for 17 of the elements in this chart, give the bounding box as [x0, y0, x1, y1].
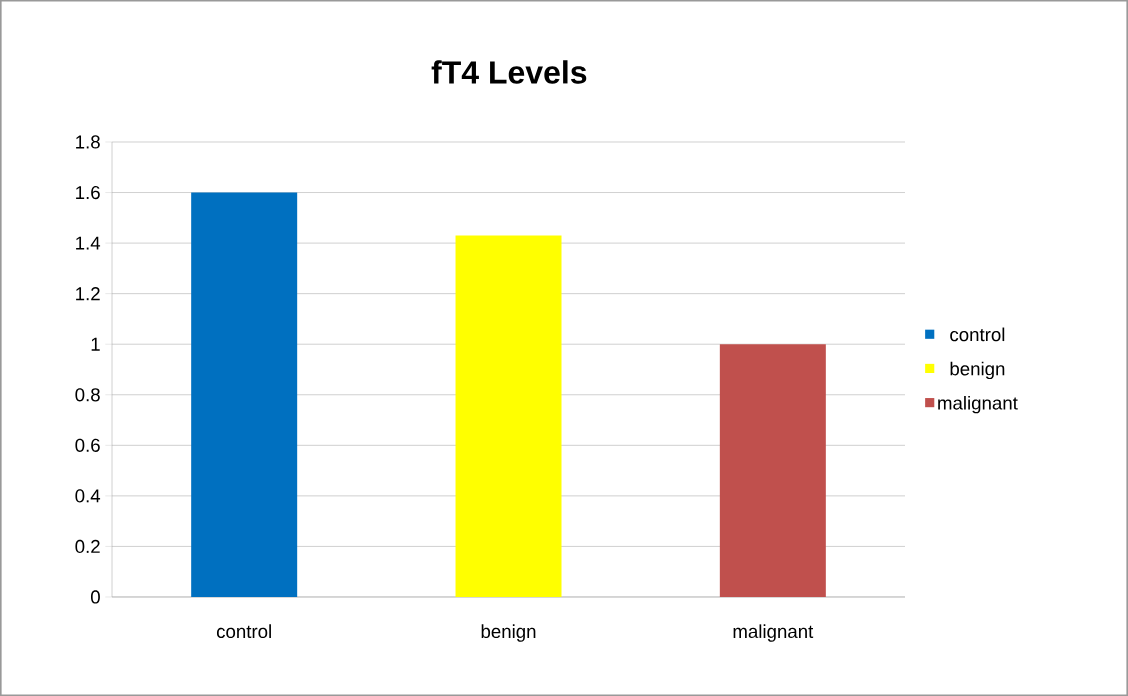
y-tick-label: 1.4 [76, 236, 101, 250]
legend-label: malignant [938, 395, 1018, 414]
y-tick-label: 1.8 [76, 135, 100, 149]
y-tick-label: 0 [90, 590, 100, 604]
legend-label: benign [950, 361, 1005, 380]
y-tick-label: 0.8 [75, 388, 100, 402]
y-tick-label: 1.6 [76, 185, 100, 200]
y-tick-label: 0.2 [75, 539, 100, 554]
y-tick-label: 0.4 [75, 489, 101, 503]
legend-label: control [950, 327, 1005, 342]
chart-title: fT4 Levels [431, 60, 587, 84]
y-tick-label: 1.2 [76, 287, 100, 301]
y-tick-label: 0.6 [75, 438, 100, 452]
x-tick-label: malignant [733, 624, 814, 642]
x-tick-label: benign [481, 624, 536, 642]
x-tick-label: control [216, 624, 271, 639]
y-tick-label: 1 [91, 337, 100, 351]
